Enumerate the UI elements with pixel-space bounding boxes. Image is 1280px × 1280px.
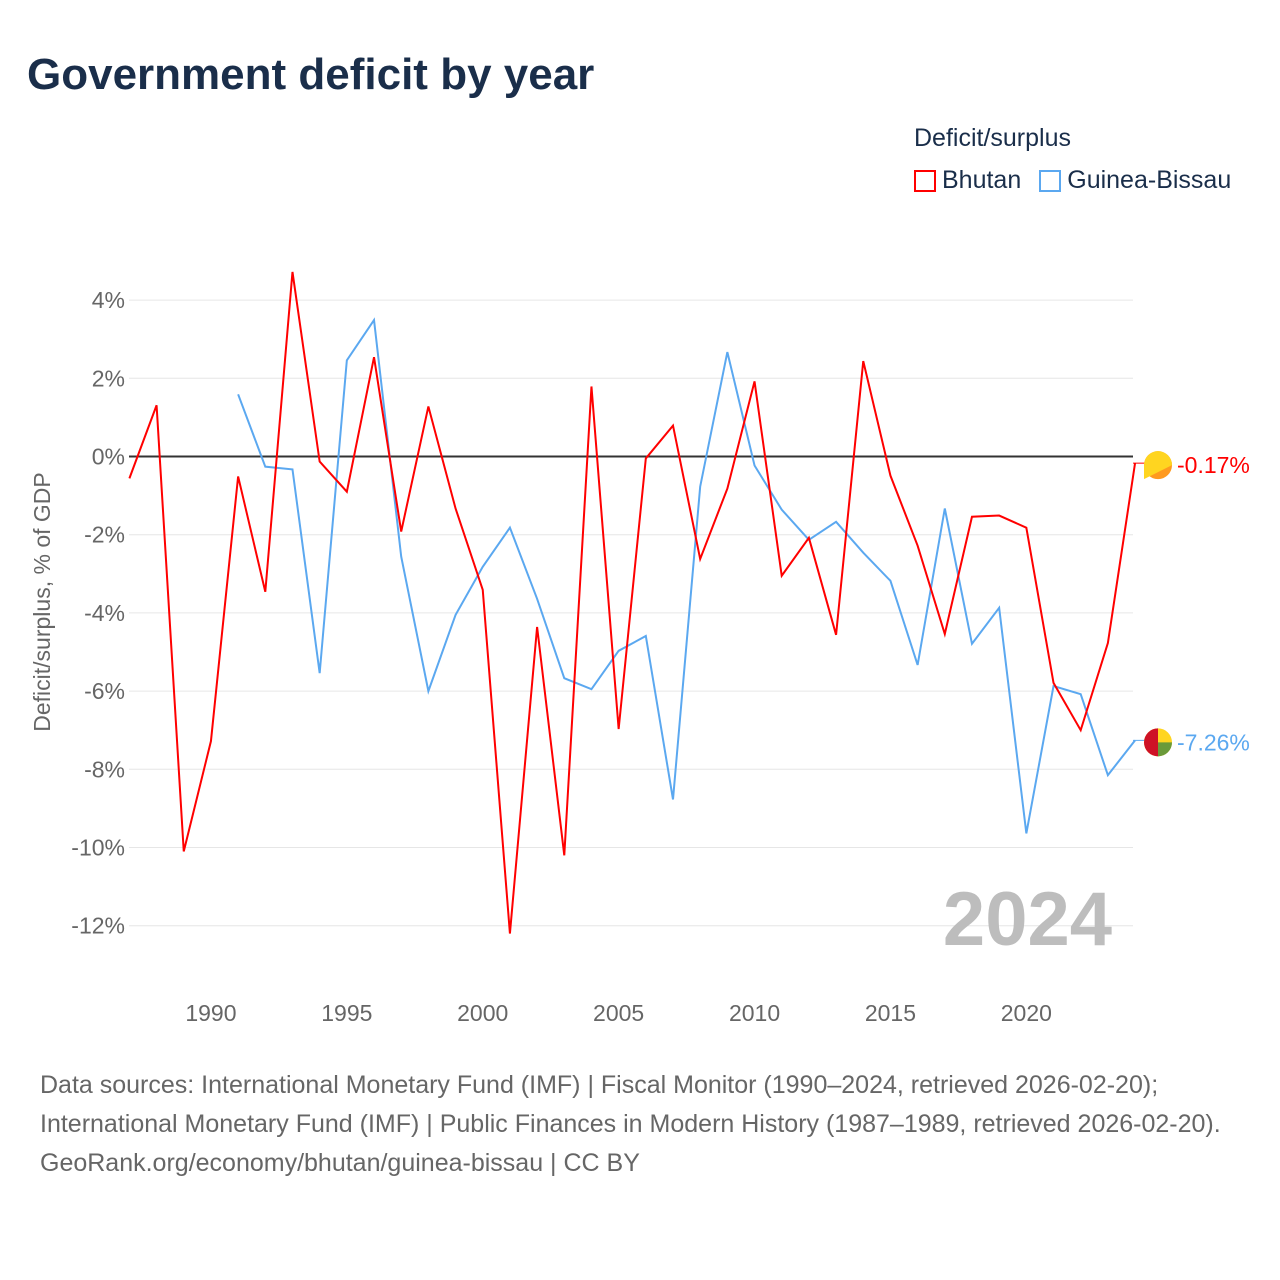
x-tick-label: 2000 xyxy=(457,1000,508,1026)
end-value-label: -0.17% xyxy=(1177,452,1250,478)
x-tick-label: 2015 xyxy=(865,1000,916,1026)
y-tick-label: -10% xyxy=(71,835,125,861)
y-axis-label: Deficit/surplus, % of GDP xyxy=(29,472,55,731)
credit-link[interactable]: GeoRank.org/economy/bhutan/guinea-bissau… xyxy=(40,1149,640,1177)
y-tick-label: -12% xyxy=(71,913,125,939)
series-line-bhutan xyxy=(128,271,1137,934)
data-sources: Data sources: International Monetary Fun… xyxy=(40,1071,1221,1138)
y-tick-label: -6% xyxy=(84,678,125,704)
legend-item-bhutan[interactable]: Bhutan xyxy=(914,166,1021,195)
legend: Bhutan Guinea-Bissau xyxy=(914,166,1231,195)
footer: Data sources: International Monetary Fun… xyxy=(40,1066,1240,1183)
y-tick-label: 2% xyxy=(92,365,125,391)
end-value-label: -7.26% xyxy=(1177,729,1250,755)
y-tick-label: -4% xyxy=(84,600,125,626)
x-tick-label: 2010 xyxy=(729,1000,780,1026)
legend-title: Deficit/surplus xyxy=(914,124,1071,152)
y-tick-label: -8% xyxy=(84,756,125,782)
x-tick-label: 1990 xyxy=(185,1000,236,1026)
y-tick-label: -2% xyxy=(84,522,125,548)
x-tick-label: 2005 xyxy=(593,1000,644,1026)
y-tick-label: 0% xyxy=(92,444,125,470)
x-tick-label: 1995 xyxy=(321,1000,372,1026)
chart-title: Government deficit by year xyxy=(27,50,595,99)
x-tick-label: 2020 xyxy=(1001,1000,1052,1026)
y-tick-label: 4% xyxy=(92,287,125,313)
legend-swatch-bhutan xyxy=(914,169,936,192)
legend-swatch-guinea-bissau xyxy=(1039,169,1062,192)
legend-label: Bhutan xyxy=(942,166,1022,194)
legend-label: Guinea-Bissau xyxy=(1067,166,1232,194)
series-line-guinea-bissau xyxy=(237,317,1136,834)
guinea-bissau-flag-icon-part xyxy=(1158,742,1172,757)
legend-item-guinea-bissau[interactable]: Guinea-Bissau xyxy=(1039,166,1231,195)
bhutan-flag-icon-part xyxy=(1144,451,1172,480)
year-watermark: 2024 xyxy=(943,877,1112,962)
guinea-bissau-flag-icon-part xyxy=(1144,728,1158,757)
line-chart: 4% 2% 0% -2% -4% -6% -8% -10% -12% 1990 1995 2000 20… xyxy=(29,271,1250,1026)
